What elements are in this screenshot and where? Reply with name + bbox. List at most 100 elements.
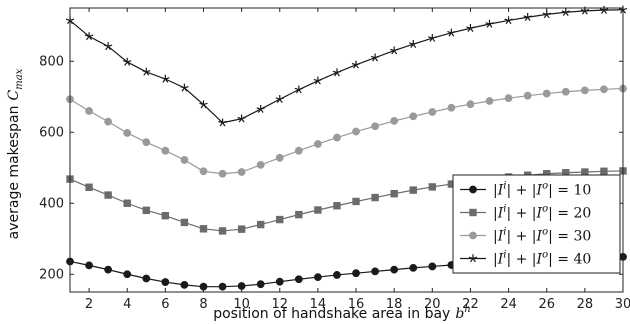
data-point-series-4 [332, 68, 342, 77]
data-point-series-1 [428, 262, 437, 271]
y-axis-symbol: C [6, 89, 22, 100]
data-point-series-2 [581, 168, 589, 176]
data-point-series-1 [275, 277, 284, 286]
data-point-series-4 [218, 118, 227, 127]
data-point-series-4 [161, 74, 170, 83]
data-point-series-2 [85, 183, 93, 191]
data-point-series-1 [256, 280, 265, 289]
data-point-series-3 [333, 133, 341, 142]
data-point-series-4 [504, 16, 513, 25]
x-axis-label: position of handshake area in bay bh [213, 304, 471, 322]
data-point-series-4 [599, 5, 609, 14]
data-point-series-2 [600, 167, 608, 175]
data-point-series-4 [294, 85, 304, 94]
data-point-series-3 [294, 146, 303, 155]
y-tick-label: 600 [39, 125, 64, 140]
data-point-series-1 [333, 271, 341, 279]
x-axis-symbol: b [455, 306, 464, 322]
x-tick-label: 4 [123, 297, 131, 312]
data-point-series-3 [313, 140, 322, 148]
data-point-series-2 [371, 193, 379, 202]
data-point-series-1 [161, 278, 170, 286]
plot-frame [69, 7, 624, 293]
data-point-series-3 [180, 156, 189, 164]
y-tick-label: 200 [39, 267, 64, 282]
data-point-series-2 [237, 225, 246, 233]
data-point-series-4 [523, 13, 532, 21]
x-axis-label-text: position of handshake area in bay [213, 306, 450, 322]
data-point-series-3 [447, 103, 456, 112]
legend-marker [469, 208, 477, 217]
data-point-series-2 [276, 215, 284, 224]
data-point-series-3 [104, 117, 113, 126]
data-point-series-2 [390, 189, 398, 198]
data-point-series-1 [313, 273, 322, 281]
legend-label-series-4: |Ii| + |Io| = 40 [493, 250, 591, 268]
x-axis-symbol-sup: h [464, 304, 470, 315]
series-line-3 [69, 87, 624, 175]
data-point-series-1 [85, 261, 93, 270]
data-point-series-3 [371, 122, 380, 131]
data-point-series-3 [504, 94, 513, 103]
data-point-series-3 [199, 167, 208, 176]
data-point-series-2 [218, 227, 227, 235]
data-point-series-3 [123, 129, 132, 137]
data-point-series-4 [485, 19, 494, 28]
data-point-series-4 [389, 46, 399, 55]
data-point-series-1 [390, 265, 399, 274]
data-point-series-1 [180, 280, 189, 289]
data-point-series-2 [123, 199, 131, 207]
y-tick-label: 400 [39, 196, 64, 211]
y-axis-label-text: average makespan [6, 105, 22, 239]
x-tick-label: 20 [424, 297, 441, 312]
legend-marker [469, 185, 477, 194]
data-point-series-3 [390, 116, 399, 125]
data-point-series-4 [199, 100, 208, 109]
legend-marker [468, 254, 478, 263]
data-point-series-2 [409, 186, 417, 194]
x-tick-label: 22 [462, 297, 479, 312]
data-point-series-4 [542, 10, 551, 19]
data-point-series-3 [523, 91, 532, 100]
x-axis-ticks: 2 4 6 8 10 12 14 16 18 20 22 24 26 28 30 [85, 8, 630, 312]
data-point-series-3 [409, 112, 418, 121]
data-point-series-3 [142, 138, 151, 147]
legend-marker [469, 231, 477, 240]
data-point-series-3 [275, 153, 284, 162]
data-point-series-4 [142, 67, 151, 76]
x-tick-label: 8 [199, 297, 207, 312]
y-axis-label: average makespan Cmax [6, 68, 25, 239]
data-point-series-4 [561, 8, 570, 17]
data-point-series-1 [294, 275, 303, 284]
x-tick-label: 14 [310, 297, 327, 312]
data-point-series-3 [352, 127, 360, 136]
data-point-series-4 [237, 114, 246, 123]
x-tick-label: 18 [386, 297, 403, 312]
data-point-series-4 [428, 33, 437, 42]
legend-label-series-2: |Ii| + |Io| = 20 [493, 204, 591, 222]
data-point-series-2 [352, 197, 360, 206]
series-line-4 [69, 9, 624, 124]
data-point-series-2 [295, 210, 303, 219]
data-point-series-2 [199, 225, 208, 233]
data-point-series-1 [123, 270, 132, 279]
legend-label-series-1: |Ii| + |Io| = 10 [493, 181, 591, 199]
x-tick-label: 16 [348, 297, 365, 312]
x-tick-label: 26 [538, 297, 555, 312]
x-tick-label: 10 [233, 297, 250, 312]
data-point-series-1 [409, 263, 418, 272]
data-point-series-3 [85, 107, 93, 115]
y-axis-symbol-sub: max [14, 68, 25, 89]
data-point-series-3 [561, 87, 570, 96]
data-point-series-4 [313, 76, 323, 85]
x-tick-label: 12 [271, 297, 288, 312]
x-tick-label: 2 [85, 297, 93, 312]
data-point-series-4 [256, 104, 265, 113]
data-point-series-1 [352, 269, 360, 278]
data-point-series-1 [142, 274, 151, 283]
data-point-series-2 [104, 191, 112, 199]
x-tick-label: 28 [577, 297, 594, 312]
data-point-series-3 [428, 108, 437, 116]
legend-box [452, 174, 621, 274]
